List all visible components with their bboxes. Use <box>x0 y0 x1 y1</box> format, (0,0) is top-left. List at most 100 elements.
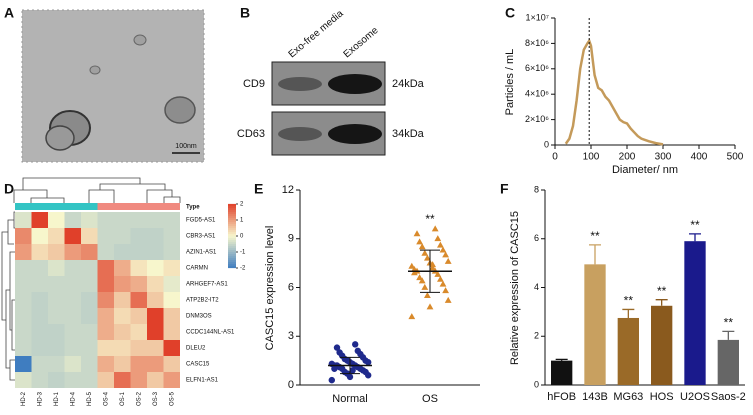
point <box>442 251 449 258</box>
heat-cell <box>81 356 98 372</box>
error-bar <box>555 358 568 361</box>
significance: ** <box>624 294 634 308</box>
heat-cell <box>64 276 81 292</box>
column-label: HD-4 <box>70 391 76 406</box>
heat-cell <box>15 308 32 324</box>
row-label: CARMN <box>186 266 208 272</box>
heat-cell <box>147 292 164 308</box>
row-label: ARHGEF7-AS1 <box>186 282 228 288</box>
heat-cell <box>114 356 131 372</box>
heat-cell <box>163 228 180 244</box>
heat-cell <box>48 324 65 340</box>
heat-cell <box>81 308 98 324</box>
heat-cell <box>114 324 131 340</box>
heat-cell <box>163 324 180 340</box>
heat-cell <box>163 292 180 308</box>
column-label: HD-5 <box>87 391 93 406</box>
heat-cell <box>15 276 32 292</box>
y-tick-label: 12 <box>282 184 294 196</box>
heat-cell <box>114 292 131 308</box>
heat-cell <box>163 244 180 260</box>
vesicle <box>89 65 101 75</box>
type-cell <box>97 203 114 210</box>
colorbar-step <box>228 213 236 217</box>
x-tick-label: OS <box>422 393 438 405</box>
heat-cell <box>15 372 32 388</box>
colorbar-step <box>228 205 236 209</box>
heat-cell <box>97 292 114 308</box>
heat-cell <box>163 212 180 228</box>
x-tick-label: 100 <box>583 152 600 163</box>
panel-label: F <box>500 181 509 197</box>
colorbar-step <box>228 243 236 247</box>
size-distribution <box>564 38 664 146</box>
heat-cell <box>15 340 32 356</box>
heat-cell <box>163 276 180 292</box>
band <box>328 74 382 94</box>
row-label: FGD5-AS1 <box>186 218 216 224</box>
row-label: ATP2B2-IT2 <box>186 298 219 304</box>
heat-cell <box>31 260 48 276</box>
point <box>434 235 442 242</box>
heat-cell <box>163 260 180 276</box>
colorbar-step <box>228 225 236 229</box>
bar <box>551 360 573 385</box>
heat-cell <box>130 292 147 308</box>
colorbar-step <box>228 233 236 237</box>
band <box>328 124 382 144</box>
colorbar-step <box>228 221 236 225</box>
colorbar-step <box>228 231 236 235</box>
y-tick-label: 8 <box>534 184 539 194</box>
heat-cell <box>31 244 48 260</box>
heat-cell <box>48 356 65 372</box>
colorbar-step <box>228 239 236 243</box>
heat-cell <box>31 372 48 388</box>
significance: ** <box>690 218 700 232</box>
point <box>434 270 442 277</box>
heat-cell <box>163 340 180 356</box>
y-tick-label: 0 <box>534 379 539 389</box>
heat-cell <box>48 292 65 308</box>
point <box>336 349 343 356</box>
colorbar-step <box>228 241 236 245</box>
bar <box>717 339 739 385</box>
type-cell <box>48 203 65 210</box>
heat-cell <box>48 212 65 228</box>
heat-cell <box>48 308 65 324</box>
legend-title: Type <box>186 205 200 211</box>
heat-cell <box>81 372 98 388</box>
heat-cell <box>81 212 98 228</box>
column-label: Exo-free media <box>287 8 346 60</box>
point <box>426 303 434 310</box>
colorbar-step <box>228 245 236 249</box>
heat-cell <box>114 228 131 244</box>
row-label: CD63 <box>237 128 265 140</box>
heat-cell <box>147 228 164 244</box>
heat-cell <box>147 260 164 276</box>
heat-cell <box>64 324 81 340</box>
heat-cell <box>97 260 114 276</box>
y-tick-label: 4×10⁶ <box>525 89 549 99</box>
heat-cell <box>81 340 98 356</box>
heat-cell <box>31 356 48 372</box>
point <box>437 241 444 248</box>
y-tick-label: 4 <box>534 282 539 292</box>
x-axis-label: Diameter/ nm <box>612 164 678 176</box>
heat-cell <box>147 212 164 228</box>
colorbar-step <box>228 227 236 231</box>
vesicle <box>164 96 196 124</box>
point <box>416 238 423 245</box>
type-cell <box>81 203 98 210</box>
row-label: CASC15 <box>186 362 210 368</box>
heat-cell <box>114 244 131 260</box>
type-cell <box>114 203 131 210</box>
colorbar-label: 2 <box>240 202 244 208</box>
point <box>328 376 335 384</box>
x-tick-label: U2OS <box>680 391 710 403</box>
colorbar-step <box>228 257 236 261</box>
heat-cell <box>15 228 32 244</box>
column-label: HD-2 <box>21 391 27 406</box>
error-bar <box>689 233 701 242</box>
heat-cell <box>130 244 147 260</box>
